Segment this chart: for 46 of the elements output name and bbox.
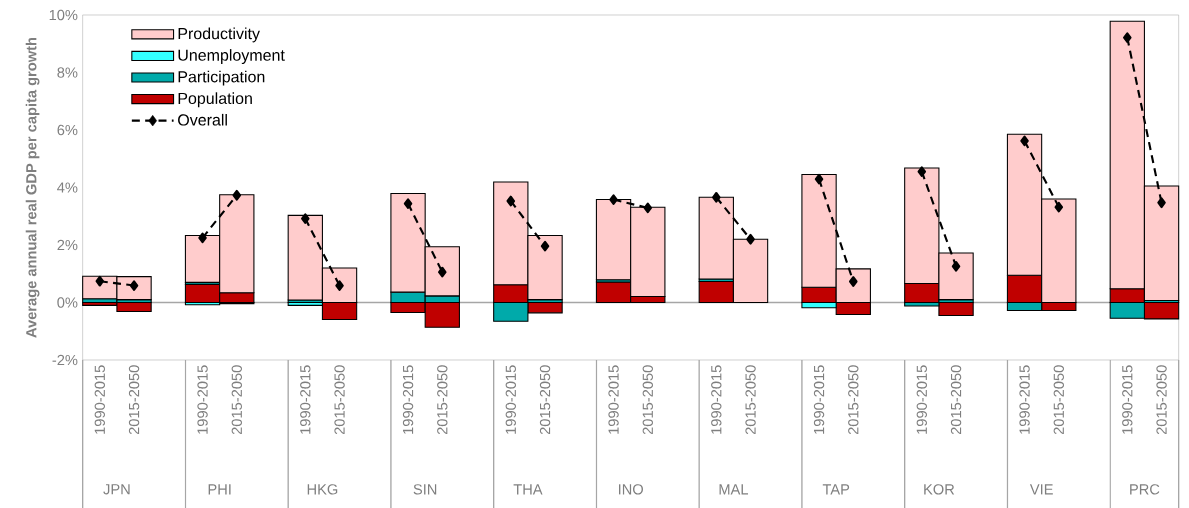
x-tick-label: 1990-2015 xyxy=(711,365,722,434)
text: INO xyxy=(618,484,644,495)
y-tick-label: 2% xyxy=(57,239,78,251)
y-tick-label: 0% xyxy=(57,297,78,308)
legend-label: Participation xyxy=(178,70,265,86)
x-tick-label: 2015-2050 xyxy=(231,365,242,435)
legend-label: Overall xyxy=(178,113,227,126)
x-tick-label: 1990-2015 xyxy=(1122,365,1133,434)
text: HKG xyxy=(307,484,338,495)
text: KOR xyxy=(924,484,955,495)
legend-label: Productivity xyxy=(178,27,260,43)
x-tick-label: 2015-2050 xyxy=(334,365,345,435)
x-tick-label: 2015-2050 xyxy=(642,365,653,435)
x-tick-label: 2015-2050 xyxy=(1053,365,1064,435)
text: VIE xyxy=(1029,484,1053,495)
x-tick-label: 2015-2050 xyxy=(437,365,448,435)
x-tick-label: 1990-2015 xyxy=(402,365,414,434)
legend-label: Unemployment xyxy=(178,49,285,65)
y-tick-label: -2% xyxy=(52,354,78,366)
text: PRC xyxy=(1130,484,1160,495)
x-tick-label: 1990-2015 xyxy=(197,365,208,434)
x-tick-label: 1990-2015 xyxy=(1019,365,1030,434)
x-tick-label: 1990-2015 xyxy=(94,365,105,434)
x-tick-label: 2015-2050 xyxy=(950,365,962,435)
text: MAL xyxy=(719,484,749,495)
text: PHI xyxy=(208,484,231,495)
x-tick-label: 2015-2050 xyxy=(1156,365,1167,435)
text: JPN xyxy=(103,484,130,495)
y-tick-label: 6% xyxy=(57,124,78,136)
text: TAP xyxy=(822,484,850,495)
y-tick-label: 8% xyxy=(57,67,78,78)
y-axis-title: Average annual real GDP per capita growth xyxy=(25,37,40,338)
x-tick-label: 1990-2015 xyxy=(300,365,311,434)
x-tick-label: 1990-2015 xyxy=(916,365,927,434)
x-tick-label: 1990-2015 xyxy=(813,365,825,434)
x-tick-label: 2015-2050 xyxy=(128,365,140,435)
text: THA xyxy=(513,484,543,495)
x-tick-label: 2015-2050 xyxy=(539,365,551,435)
x-tick-label: 2015-2050 xyxy=(745,365,756,435)
x-tick-label: 1990-2015 xyxy=(608,365,619,434)
y-tick-label: 4% xyxy=(57,182,78,193)
y-tick-label: 10% xyxy=(49,9,78,21)
x-tick-label: 2015-2050 xyxy=(848,365,859,435)
x-tick-label: 1990-2015 xyxy=(505,365,516,434)
text: SIN xyxy=(413,484,437,495)
legend-label: Population xyxy=(178,92,252,108)
